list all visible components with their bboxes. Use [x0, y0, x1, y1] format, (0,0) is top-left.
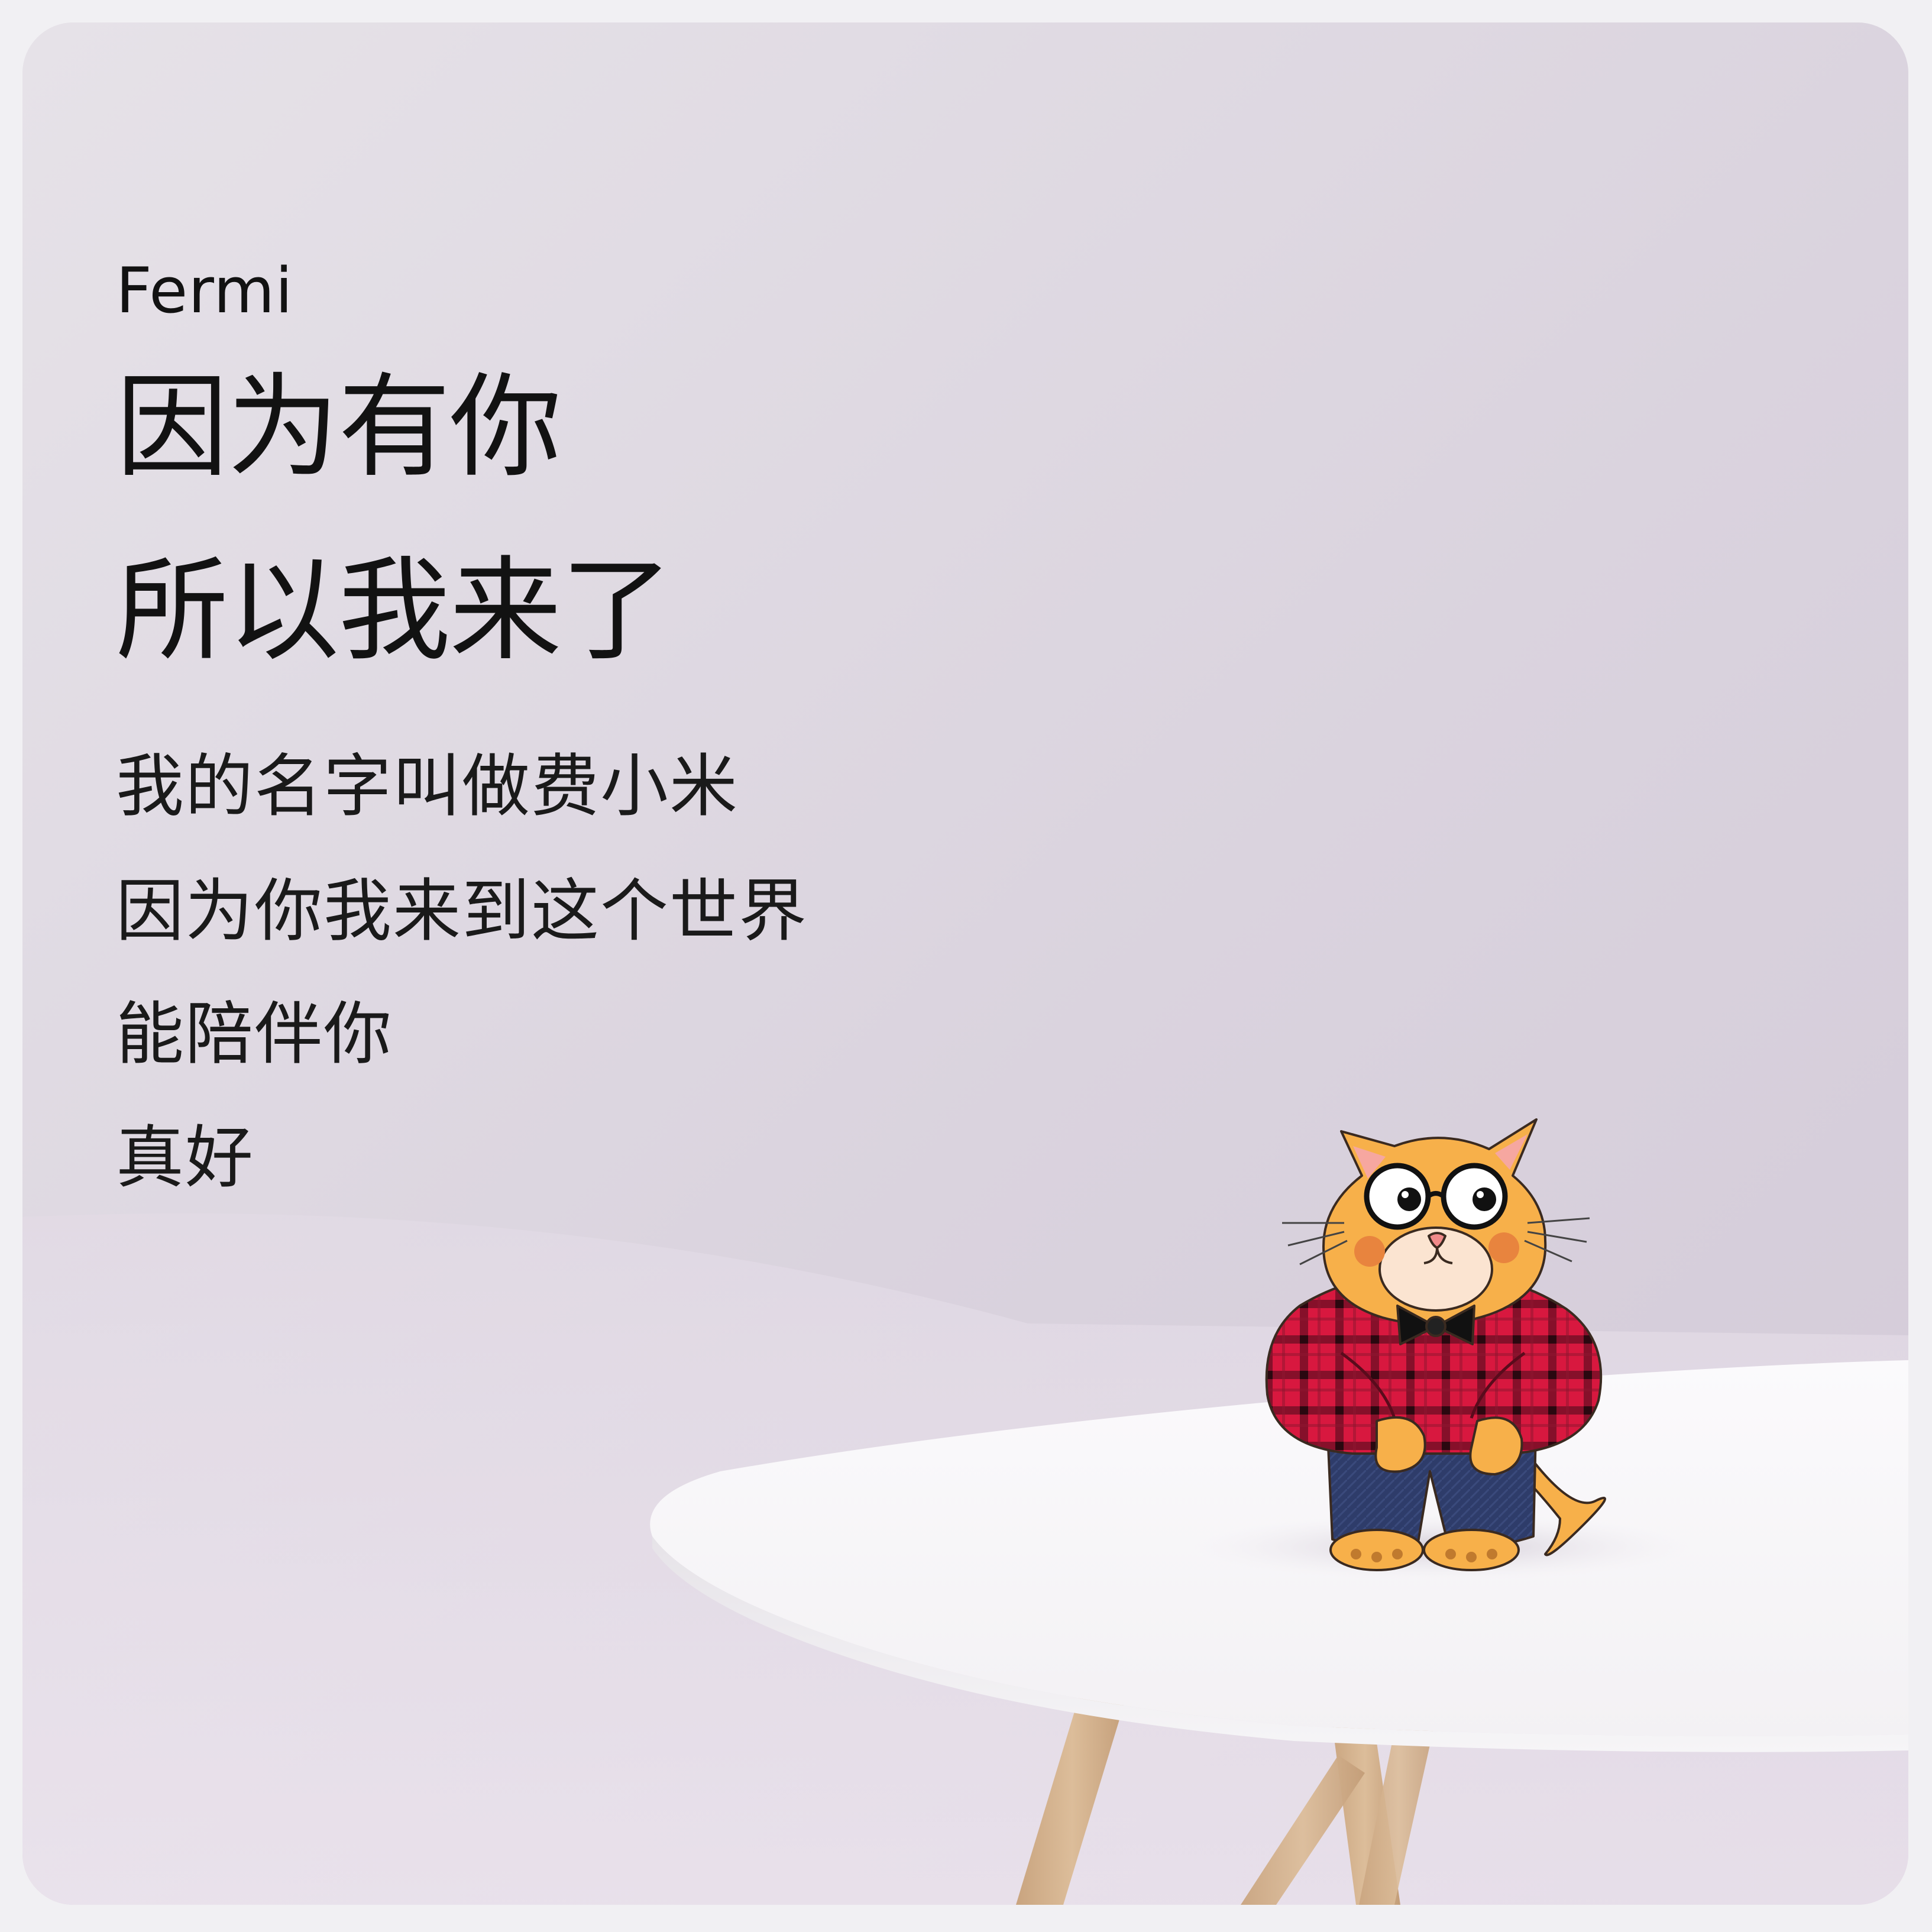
poster-card: Fermi 因为有你 所以我来了 我的名字叫做费小米 因为你我来到这个世界 能陪…: [22, 22, 1908, 1905]
scene-illustration: [22, 22, 1908, 1905]
body-line-1: 我的名字叫做费小米: [116, 747, 739, 826]
brand-name: Fermi: [116, 254, 293, 327]
body-line-4: 真好: [116, 1118, 255, 1198]
cat-mascot: [1265, 1118, 1606, 1571]
table-legs: [1016, 1690, 1439, 1905]
headline-line-1: 因为有你: [116, 362, 562, 493]
body-line-2: 因为你我来到这个世界: [116, 872, 808, 951]
headline-line-2: 所以我来了: [116, 545, 673, 676]
body-line-3: 能陪伴你: [116, 995, 393, 1074]
